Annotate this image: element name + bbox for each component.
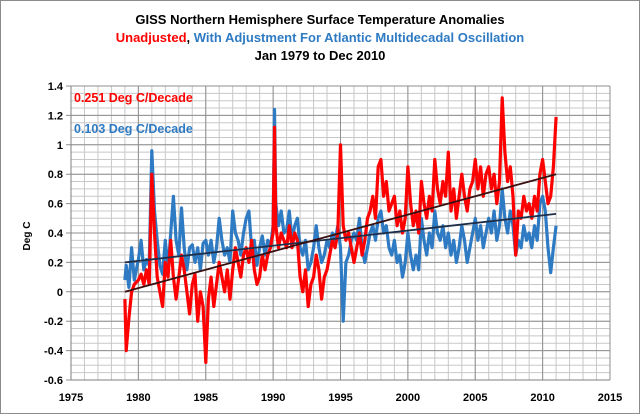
y-tick-label: 0 [57,287,63,299]
x-tick-label: 1975 [59,392,83,404]
x-tick-label: 1985 [194,392,218,404]
y-tick-label: -0.6 [44,375,63,387]
chart-subtitle: Unadjusted, With Adjustment For Atlantic… [0,30,640,46]
y-tick-label: 1 [57,140,63,152]
x-tick-labels: 1975 1980 1985 1990 1995 2000 2005 2010 2015 [59,392,622,404]
y-tick-label: 0.4 [48,228,64,240]
subtitle-unadjusted: Unadjusted [115,30,187,45]
x-tick-label: 1990 [261,392,285,404]
trend-lines [124,173,557,293]
y-axis-label: Deg C [22,222,33,251]
y-tick-label: -0.4 [44,346,64,358]
y-tick-label: -0.2 [44,316,63,328]
y-tick-label: 0.8 [48,169,63,181]
y-tick-label: 1.4 [48,81,64,93]
series-line-unadjusted [123,96,558,364]
chart-title: GISS Northern Hemisphere Surface Tempera… [135,12,505,27]
chart-date-range: Jan 1979 to Dec 2010 [254,48,386,63]
annotation-adjusted-trend: 0.103 Deg C/Decade [74,122,193,136]
x-tick-label: 2010 [530,392,554,404]
subtitle-adjusted: With Adjustment For Atlantic Multidecada… [193,30,525,45]
annotation-unadjusted-trend: 0.251 Deg C/Decade [74,91,193,105]
y-tick-label: 0.2 [48,257,63,269]
x-tick-label: 1980 [126,392,150,404]
subtitle-separator: , [186,30,194,45]
x-tick-label: 2000 [396,392,420,404]
series-group [123,96,558,364]
y-tick-labels: -0.6 -0.4 -0.2 0 0.2 0.4 0.6 0.8 1 1.2 1.4 [44,81,64,387]
series-line-adjusted [123,107,558,323]
axes [70,86,610,381]
y-tick-label: 0.6 [48,199,63,211]
trend-line-unadjusted [124,173,557,293]
trend-line-adjusted [124,212,557,264]
x-tick-label: 2015 [598,392,622,404]
x-tick-label: 2005 [463,392,487,404]
x-tick-label: 1995 [328,392,352,404]
y-tick-label: 1.2 [48,110,63,122]
